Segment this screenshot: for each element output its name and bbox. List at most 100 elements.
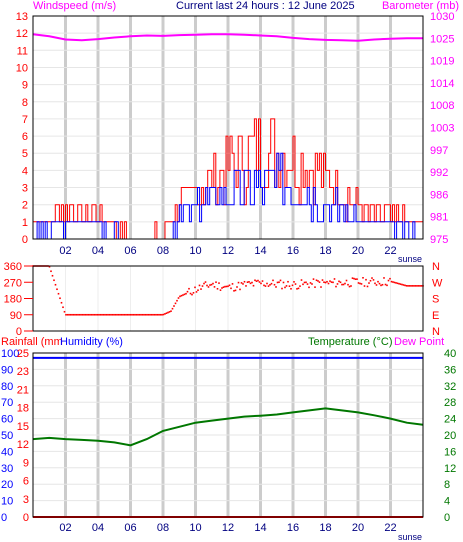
direction-point	[351, 277, 354, 279]
barometer-series-line	[32, 33, 423, 42]
direction-point	[189, 292, 192, 295]
sunset-label: sunse	[398, 254, 422, 264]
direction-point	[147, 313, 150, 316]
direction-point	[204, 281, 207, 283]
direction-ytick-label: 270	[4, 277, 22, 289]
direction-point	[386, 284, 388, 287]
direction-point	[120, 313, 123, 316]
direction-point	[143, 313, 145, 316]
direction-ytick-label: 360	[4, 261, 22, 273]
direction-point	[129, 313, 132, 316]
direction-point	[182, 294, 184, 296]
direction-point	[59, 297, 61, 300]
direction-point	[368, 282, 370, 284]
direction-point	[362, 276, 364, 279]
direction-point	[306, 283, 309, 285]
barometer-ytick-label: 986	[430, 189, 448, 201]
direction-point	[101, 313, 103, 316]
direction-point	[87, 313, 90, 316]
direction-point	[179, 295, 181, 298]
rainfall-ytick-label: 0	[23, 512, 29, 524]
direction-point	[312, 278, 315, 280]
direction-point	[354, 278, 357, 281]
direction-point	[417, 285, 420, 287]
direction-point	[177, 297, 180, 299]
temperature-ytick-label: 40	[444, 348, 456, 360]
direction-point	[125, 313, 127, 316]
direction-point	[237, 281, 240, 284]
direction-point	[168, 311, 171, 313]
hour-tick-label: 10	[189, 522, 201, 534]
hour-tick-label: 08	[157, 522, 169, 534]
direction-point	[305, 281, 307, 284]
direction-point	[320, 286, 322, 288]
direction-point	[314, 286, 316, 288]
direction-point	[236, 286, 238, 288]
direction-point	[317, 280, 319, 282]
direction-point	[248, 281, 250, 283]
direction-point	[150, 313, 153, 316]
direction-point	[366, 285, 369, 288]
direction-point	[324, 281, 327, 284]
direction-point	[249, 282, 252, 285]
direction-point	[62, 306, 64, 309]
direction-point	[339, 281, 342, 284]
direction-point	[164, 313, 166, 315]
temperature-ytick-label: 0	[444, 512, 450, 524]
direction-point	[195, 291, 198, 293]
rainfall-ytick-label: 3	[23, 494, 29, 506]
direction-point	[377, 280, 379, 283]
hour-tick-label: 12	[222, 245, 234, 257]
direction-point	[251, 281, 253, 284]
direction-point	[408, 285, 411, 287]
rainfall-ytick-label: 23	[17, 366, 29, 378]
rainfall-ytick-label: 18	[17, 403, 29, 415]
humidity-ytick-label: 90	[1, 364, 13, 376]
hour-tick-label: 14	[254, 245, 266, 257]
direction-point	[290, 287, 292, 290]
direction-point	[96, 313, 99, 316]
direction-point	[321, 279, 324, 281]
direction-point	[264, 285, 267, 287]
humidity-ytick-label: 10	[1, 496, 13, 508]
direction-point	[359, 282, 361, 285]
direction-point	[342, 283, 345, 286]
hour-tick-label: 02	[59, 522, 71, 534]
temperature-ytick-label: 28	[444, 397, 456, 409]
direction-point	[327, 282, 330, 285]
hour-tick-label: 22	[384, 245, 396, 257]
direction-point	[272, 279, 274, 282]
direction-ytick-label: 180	[4, 294, 22, 306]
direction-point	[110, 313, 112, 316]
direction-ytick-label: 90	[10, 310, 22, 322]
direction-point	[282, 281, 285, 284]
direction-point	[152, 313, 154, 316]
direction-point	[326, 280, 328, 283]
direction-point	[270, 282, 273, 285]
wind-ytick-label: 13	[16, 11, 28, 23]
direction-point	[246, 281, 249, 283]
direction-point	[200, 288, 202, 290]
direction-point	[149, 313, 151, 316]
direction-point	[113, 313, 115, 316]
direction-point	[303, 281, 306, 284]
wind-ytick-label: 11	[17, 45, 28, 57]
direction-point	[65, 313, 67, 316]
wind-ytick-label: 9	[22, 80, 28, 92]
direction-point	[80, 313, 82, 316]
direction-point	[279, 279, 282, 282]
direction-point	[93, 313, 96, 316]
direction-point	[245, 285, 247, 287]
direction-point	[299, 285, 301, 287]
direction-point	[225, 285, 228, 288]
direction-point	[285, 285, 288, 287]
direction-point	[135, 313, 138, 316]
rainfall-axis-title: Rainfall (mm	[1, 336, 63, 348]
hour-tick-label: 20	[352, 245, 364, 257]
direction-point	[396, 282, 399, 285]
hour-tick-label: 14	[254, 522, 266, 534]
direction-point	[402, 284, 405, 286]
direction-point	[231, 283, 234, 285]
direction-point	[54, 283, 57, 286]
